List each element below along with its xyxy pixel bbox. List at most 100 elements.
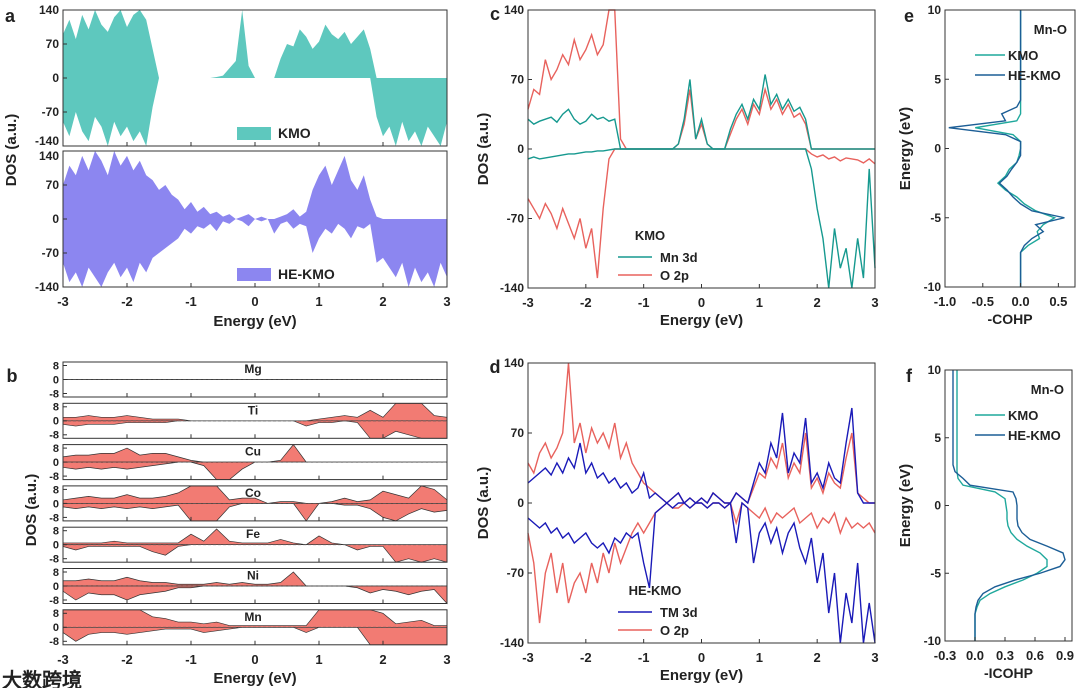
legend-label-TM 3d: TM 3d (660, 605, 698, 620)
y-tick-label-b: 0 (53, 457, 59, 469)
panel-label-c: c (490, 4, 500, 24)
dos-up-line-O 2p (527, 9, 875, 150)
x-tick-label-d: 1 (756, 650, 763, 665)
annotation-f: Mn-O (1031, 382, 1064, 397)
legend-swatch-HE-KMO (237, 268, 271, 281)
panel-label-f: f (906, 366, 913, 386)
y-tick-label-e: 10 (928, 3, 942, 17)
y-tick-label-b: 8 (53, 567, 59, 579)
panel-label-e: e (904, 6, 914, 26)
element-label-Ti: Ti (248, 403, 258, 417)
y-tick-label-b: -8 (49, 554, 59, 566)
dos-up-area-HE-KMO (63, 151, 447, 219)
y-tick-label-b: -8 (49, 430, 59, 442)
x-tick-label-c: 2 (814, 295, 821, 310)
y-tick-label-b: 8 (53, 360, 59, 372)
y-tick-label-b: 0 (53, 540, 59, 552)
y-tick-label-c: 70 (511, 73, 525, 87)
y-tick-label-b: 8 (53, 443, 59, 455)
cohp-line-HE-KMO (948, 10, 1065, 287)
x-tick-label-b: 2 (379, 652, 386, 667)
y-tick-label-b: 8 (53, 402, 59, 414)
y-tick-label-f: -10 (924, 634, 942, 648)
x-tick-label-d: -3 (522, 650, 534, 665)
y-tick-label-f: 10 (928, 363, 942, 377)
x-tick-label-d: 2 (814, 650, 821, 665)
x-tick-label-c: 1 (756, 295, 763, 310)
x-tick-label-c: -1 (638, 295, 650, 310)
y-axis-label-b: DOS (a.u.) (23, 474, 40, 547)
y-tick-label-b: -8 (49, 512, 59, 524)
y-axis-label-d: DOS (a.u.) (475, 467, 492, 540)
y-tick-label-b: -8 (49, 388, 59, 400)
dos-down-area-Ni (62, 585, 448, 605)
y-tick-label-b: 0 (53, 581, 59, 593)
y-axis-label-c: DOS (a.u.) (475, 113, 492, 186)
x-axis-label-b: Energy (eV) (213, 670, 296, 687)
y-tick-label-d: 70 (511, 426, 525, 440)
x-tick-label-d: 3 (871, 650, 878, 665)
y-tick-label-b: -8 (49, 471, 59, 483)
y-tick-label-b: 0 (53, 622, 59, 634)
x-tick-label-c: 0 (698, 295, 705, 310)
y-tick-label-a: -70 (42, 246, 60, 260)
y-tick-label-d: -70 (507, 566, 525, 580)
y-tick-label-b: 8 (53, 526, 59, 538)
x-tick-label-c: 3 (871, 295, 878, 310)
x-tick-label-a: -1 (185, 294, 197, 309)
x-axis-label-f: -ICOHP (984, 665, 1033, 681)
y-tick-label-c: 0 (517, 142, 524, 156)
annotation-d: HE-KMO (629, 583, 682, 598)
x-axis-label-a: Energy (eV) (213, 313, 296, 330)
annotation-c: KMO (635, 228, 665, 243)
legend-swatch-KMO (237, 127, 271, 140)
y-tick-label-a: -140 (35, 280, 59, 294)
y-tick-label-b: -8 (49, 636, 59, 648)
dos-up-line-O 2p (527, 362, 875, 505)
y-tick-label-f: 0 (934, 499, 941, 513)
y-tick-label-c: 140 (504, 3, 524, 17)
y-axis-label-e: Energy (eV) (897, 107, 914, 190)
watermark: 大数跨境 (2, 668, 82, 688)
x-tick-label-b: -3 (57, 652, 69, 667)
x-tick-label-f: 0.6 (1026, 648, 1044, 663)
y-tick-label-a: 0 (52, 212, 59, 226)
x-axis-label-c: Energy (eV) (660, 312, 743, 329)
y-tick-label-a: 70 (46, 37, 60, 51)
x-tick-label-a: 1 (315, 294, 322, 309)
legend-label-KMO: KMO (1008, 408, 1038, 423)
x-tick-label-b: -1 (185, 652, 197, 667)
x-tick-label-e: 0.5 (1049, 294, 1067, 309)
y-axis-label-a: DOS (a.u.) (3, 114, 20, 187)
x-axis-label-d: Energy (eV) (660, 667, 743, 684)
y-tick-label-d: 0 (517, 496, 524, 510)
y-tick-label-b: 0 (53, 416, 59, 428)
dos-up-line-TM 3d (527, 407, 875, 505)
y-tick-label-b: 0 (53, 374, 59, 386)
dos-down-line-Mn 3d (527, 148, 876, 289)
element-label-Mn: Mn (244, 610, 261, 624)
y-tick-label-a: 140 (39, 149, 59, 163)
x-tick-label-f: -0.3 (934, 648, 956, 663)
dos-down-line-O 2p (527, 148, 876, 279)
panel-label-a: a (5, 6, 16, 26)
y-tick-label-e: -5 (930, 211, 941, 225)
legend-label-HE-KMO: HE-KMO (278, 266, 335, 282)
x-tick-label-a: -2 (121, 294, 133, 309)
cohp-line-HE-KMO (952, 370, 1066, 641)
y-tick-label-f: -5 (930, 566, 941, 580)
x-tick-label-e: -0.5 (972, 294, 994, 309)
x-tick-label-b: 3 (443, 652, 450, 667)
y-tick-label-b: 8 (53, 484, 59, 496)
cohp-line-KMO (956, 370, 1048, 641)
y-tick-label-a: -140 (35, 134, 59, 148)
legend-label-O 2p: O 2p (660, 623, 689, 638)
x-tick-label-d: 0 (698, 650, 705, 665)
x-tick-label-f: 0.9 (1056, 648, 1074, 663)
dos-down-area-KMO (63, 78, 447, 146)
y-tick-label-c: -70 (507, 212, 525, 226)
element-label-Ni: Ni (247, 569, 259, 583)
y-tick-label-d: -140 (500, 636, 524, 650)
y-tick-label-c: -140 (500, 281, 524, 295)
